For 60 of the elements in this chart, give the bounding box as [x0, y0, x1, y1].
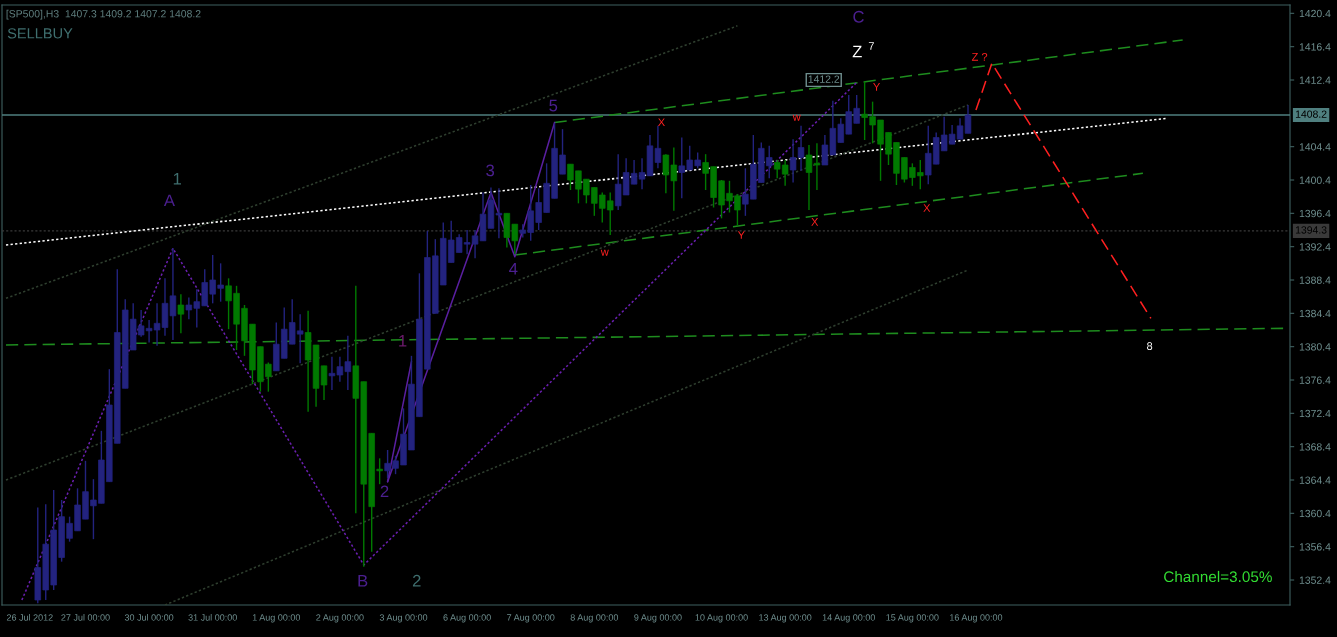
annotation: C [853, 10, 864, 23]
y-tick-label: 1380.4 [1299, 343, 1331, 351]
text: SELLBUY [7, 28, 73, 39]
y-tick-label: 1396.4 [1299, 209, 1331, 218]
annotation: Y [737, 231, 745, 239]
annotation: w [792, 114, 801, 121]
chart-title: [SP500],H3 1407.3 1409.2 1407.2 1408.2 [6, 9, 201, 20]
x-tick-label: 6 Aug 00:00 [443, 614, 491, 623]
y-tick-label: 1356.4 [1299, 543, 1331, 551]
annotation: 3 [486, 164, 495, 177]
annotation: B [358, 575, 368, 587]
annotation: X [811, 218, 819, 226]
annotation: X [658, 118, 665, 127]
x-tick-label: 26 Jul 2012 [6, 614, 53, 621]
annotation: 1412.2 [808, 75, 840, 83]
annotation: Y [873, 83, 881, 91]
y-tick-label: 1392.4 [1299, 243, 1331, 251]
annotation: 1 [173, 173, 181, 185]
x-tick-label: 14 Aug 00:00 [822, 614, 875, 623]
y-tick-label: 1368.4 [1299, 443, 1331, 451]
annotation: 1 [399, 335, 407, 347]
y-tick-label: 1364.4 [1299, 476, 1331, 484]
x-tick-label: 3 Aug 00:00 [379, 614, 428, 623]
x-tick-label: 13 Aug 00:00 [759, 614, 812, 623]
annotation: 2 [412, 574, 421, 587]
x-tick-label: 1 Aug 00:00 [252, 614, 301, 623]
ref-line-label: 1394.3 [1295, 226, 1327, 234]
ref-line-label: 1408.2 [1295, 110, 1327, 118]
x-tick-label: 7 Aug 00:00 [507, 614, 555, 623]
annotation: Z ? [971, 52, 988, 61]
annotation: A [163, 194, 175, 207]
y-tick-label: 1352.4 [1299, 576, 1331, 584]
x-tick-label: 15 Aug 00:00 [886, 614, 939, 623]
annotation: 2 [380, 485, 389, 498]
y-tick-label: 1416.4 [1299, 43, 1331, 51]
y-tick-label: 1360.4 [1299, 509, 1331, 518]
y-tick-label: 1412.4 [1299, 76, 1331, 84]
x-tick-label: 8 Aug 00:00 [570, 614, 619, 623]
x-tick-label: 30 Jul 00:00 [124, 614, 174, 621]
annotation: 8 [1147, 342, 1153, 350]
annotation: 7 [868, 42, 874, 50]
annotation: Z [852, 45, 862, 58]
annotation: 4 [509, 263, 518, 275]
x-tick-label: 16 Aug 00:00 [950, 614, 1003, 623]
y-tick-label: 1404.4 [1299, 143, 1331, 151]
x-tick-label: 27 Jul 00:00 [61, 614, 110, 621]
y-tick-label: 1420.4 [1299, 9, 1331, 18]
y-tick-label: 1376.4 [1299, 376, 1331, 384]
y-tick-label: 1388.4 [1299, 276, 1331, 284]
x-tick-label: 10 Aug 00:00 [695, 614, 748, 623]
x-tick-label: 2 Aug 00:00 [316, 614, 364, 623]
x-tick-label: 31 Jul 00:00 [188, 614, 237, 621]
y-tick-label: 1400.4 [1299, 176, 1331, 184]
annotation: X [923, 204, 931, 212]
annotation: 5 [549, 99, 558, 112]
x-tick-label: 9 Aug 00:00 [634, 614, 682, 623]
annotation: Channel=3.05% [1164, 570, 1272, 583]
y-tick-label: 1372.4 [1299, 409, 1331, 418]
annotation: w [600, 249, 609, 256]
y-tick-label: 1384.4 [1299, 309, 1331, 318]
